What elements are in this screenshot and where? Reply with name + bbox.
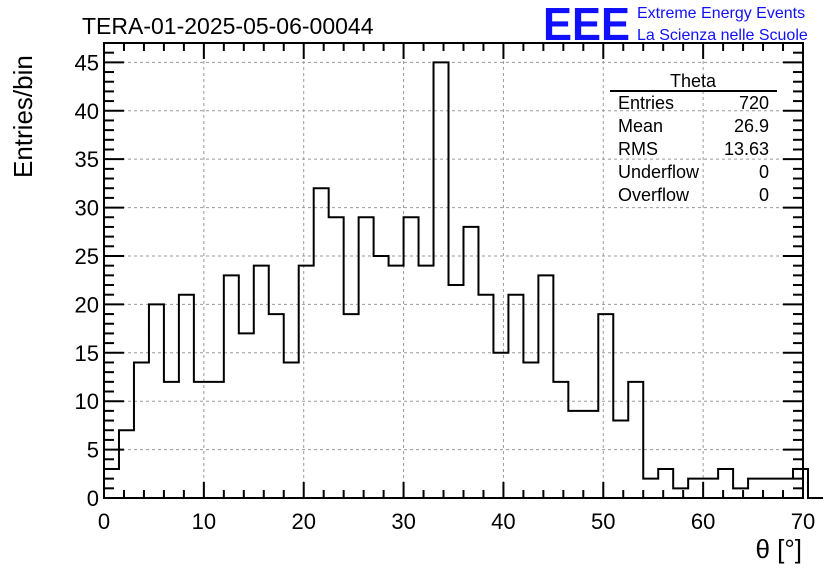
stats-value-mean: 26.9 [734, 116, 769, 136]
y-axis-title: Entries/bin [8, 55, 38, 178]
stats-value-entries: 720 [739, 93, 769, 113]
stats-title: Theta [670, 71, 717, 91]
x-tick-label-10: 10 [192, 509, 216, 534]
y-tick-label-5: 5 [87, 438, 99, 463]
stats-box: Theta Entries 720 Mean 26.9 RMS 13.63 Un… [610, 71, 777, 205]
grid-lines [104, 43, 803, 498]
x-tick-label-0: 0 [98, 509, 110, 534]
x-tick-label-50: 50 [591, 509, 615, 534]
stats-value-underflow: 0 [759, 162, 769, 182]
stats-label-rms: RMS [618, 139, 658, 159]
tick-labels: 0 10 20 30 40 50 60 70 0 5 10 15 20 25 30 35 40 45 [75, 50, 816, 534]
x-tick-label-60: 60 [691, 509, 715, 534]
logo-line-1: Extreme Energy Events [637, 5, 805, 22]
histogram-step-line [103, 61, 823, 499]
run-title: TERA-01-2025-05-06-00044 [82, 13, 374, 39]
x-tick-label-30: 30 [391, 509, 415, 534]
y-tick-label-10: 10 [75, 389, 99, 414]
stats-value-rms: 13.63 [724, 139, 769, 159]
y-tick-label-45: 45 [75, 50, 99, 75]
x-tick-label-20: 20 [291, 509, 315, 534]
x-tick-label-40: 40 [491, 509, 515, 534]
y-tick-label-25: 25 [75, 244, 99, 269]
y-tick-label-0: 0 [87, 486, 99, 511]
stats-label-underflow: Underflow [618, 162, 700, 182]
axes [103, 42, 804, 499]
x-tick-label-70: 70 [791, 509, 815, 534]
stats-label-overflow: Overflow [618, 185, 690, 205]
plot-frame [103, 42, 804, 499]
eee-logo-letters: EEE [543, 0, 630, 50]
y-tick-label-20: 20 [75, 292, 99, 317]
y-tick-label-30: 30 [75, 196, 99, 221]
y-tick-label-40: 40 [75, 99, 99, 124]
eee-logo: EEE Extreme Energy Events La Scienza nel… [543, 0, 808, 50]
y-tick-label-15: 15 [75, 341, 99, 366]
stats-label-mean: Mean [618, 116, 663, 136]
y-tick-label-35: 35 [75, 147, 99, 172]
stats-label-entries: Entries [618, 93, 674, 113]
stats-value-overflow: 0 [759, 185, 769, 205]
logo-line-2: La Scienza nelle Scuole [637, 27, 808, 44]
x-axis-title: θ [°] [755, 534, 802, 564]
